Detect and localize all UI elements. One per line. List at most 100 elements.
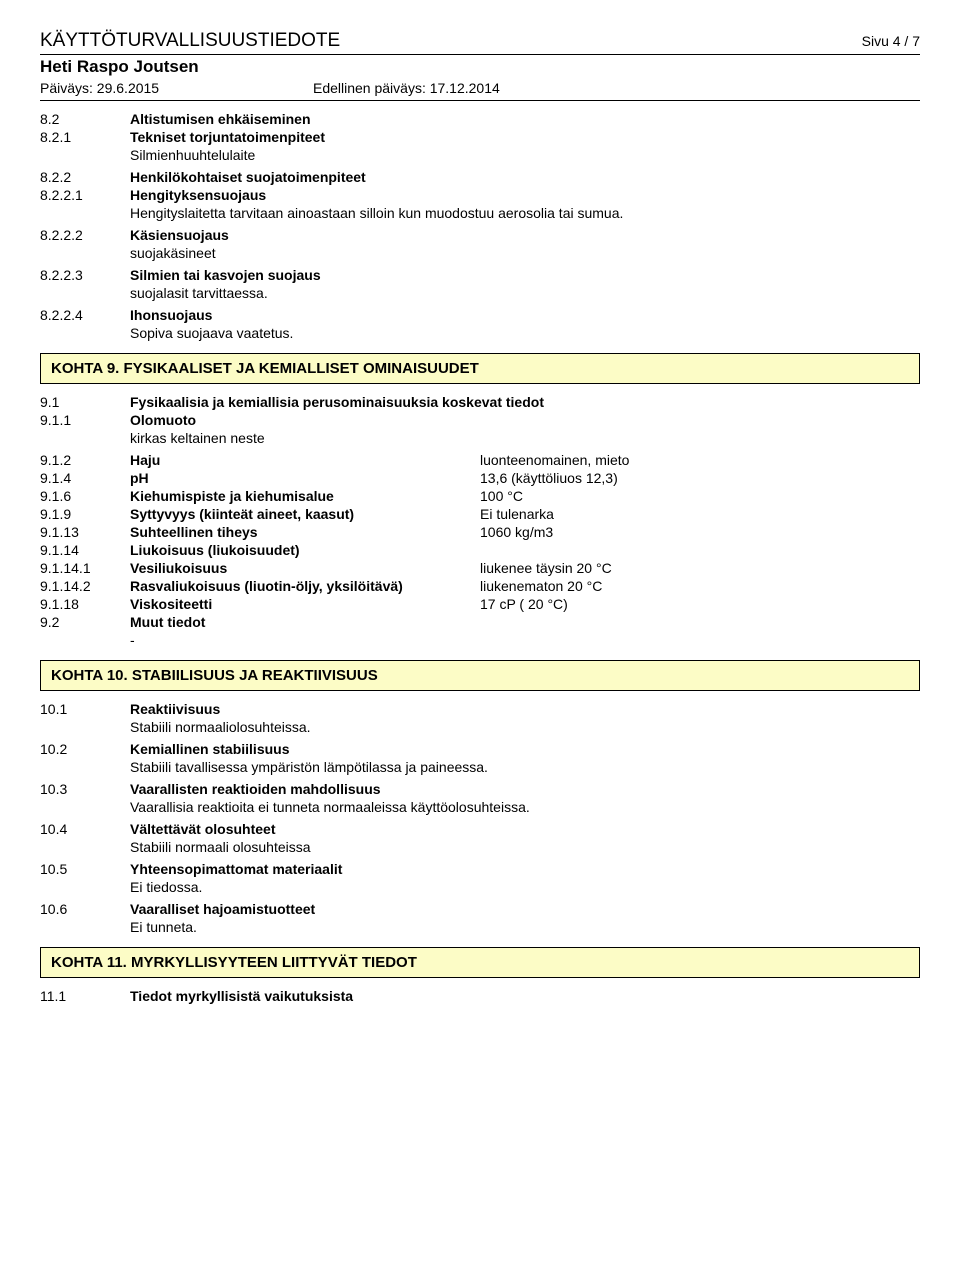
desc-10-5: Ei tiedossa.: [130, 879, 920, 895]
label-8-2-2-2: Käsiensuojaus: [130, 227, 920, 243]
label-8-2-2: Henkilökohtaiset suojatoimenpiteet: [130, 169, 920, 185]
value-9-1-4: 13,6 (käyttöliuos 12,3): [480, 470, 920, 486]
row-10-3: 10.3 Vaarallisten reaktioiden mahdollisu…: [40, 781, 920, 797]
value-9-1-13: 1060 kg/m3: [480, 524, 920, 540]
row-8-2-2-3: 8.2.2.3 Silmien tai kasvojen suojaus: [40, 267, 920, 283]
desc-8-2-2-1: Hengityslaitetta tarvitaan ainoastaan si…: [130, 205, 920, 221]
product-name: Heti Raspo Joutsen: [40, 57, 920, 77]
document-title: KÄYTTÖTURVALLISUUSTIEDOTE: [40, 30, 340, 52]
num-9-1-1: 9.1.1: [40, 412, 130, 428]
value-9-1-14: [480, 542, 920, 558]
label-9-1-14: Liukoisuus (liukoisuudet): [130, 542, 480, 558]
label-9-2: Muut tiedot: [130, 614, 920, 630]
desc-10-6: Ei tunneta.: [130, 919, 920, 935]
row-10-2: 10.2 Kemiallinen stabiilisuus: [40, 741, 920, 757]
desc-9-2: -: [130, 632, 920, 648]
value-9-1-6: 100 °C: [480, 488, 920, 504]
row-10-4: 10.4 Vältettävät olosuhteet: [40, 821, 920, 837]
row-9-1: 9.1 Fysikaalisia ja kemiallisia perusomi…: [40, 394, 920, 410]
label-11-1: Tiedot myrkyllisistä vaikutuksista: [130, 988, 920, 1004]
section-10-heading: KOHTA 10. STABIILISUUS JA REAKTIIVISUUS: [40, 660, 920, 691]
section-9-heading: KOHTA 9. FYSIKAALISET JA KEMIALLISET OMI…: [40, 353, 920, 384]
document-header: KÄYTTÖTURVALLISUUSTIEDOTE Sivu 4 / 7: [40, 30, 920, 54]
date-row: Päiväys: 29.6.2015 Edellinen päiväys: 17…: [40, 80, 920, 96]
desc-8-2-2-4: Sopiva suojaava vaatetus.: [130, 325, 920, 341]
page-number: Sivu 4 / 7: [862, 33, 920, 49]
num-10-5: 10.5: [40, 861, 130, 877]
num-9-1-18: 9.1.18: [40, 596, 130, 612]
label-8-2: Altistumisen ehkäiseminen: [130, 111, 920, 127]
num-10-3: 10.3: [40, 781, 130, 797]
label-8-2-2-3: Silmien tai kasvojen suojaus: [130, 267, 920, 283]
num-9-1-9: 9.1.9: [40, 506, 130, 522]
num-11-1: 11.1: [40, 988, 130, 1004]
desc-8-2-2-3: suojalasit tarvittaessa.: [130, 285, 920, 301]
label-9-1-6: Kiehumispiste ja kiehumisalue: [130, 488, 480, 504]
num-8-2-2-1: 8.2.2.1: [40, 187, 130, 203]
label-9-1-1: Olomuoto: [130, 412, 920, 428]
num-10-2: 10.2: [40, 741, 130, 757]
previous-date: Edellinen päiväys: 17.12.2014: [313, 80, 500, 96]
row-11-1: 11.1 Tiedot myrkyllisistä vaikutuksista: [40, 988, 920, 1004]
row-9-1-18: 9.1.18 Viskositeetti 17 cP ( 20 °C): [40, 596, 920, 612]
desc-10-3: Vaarallisia reaktioita ei tunneta normaa…: [130, 799, 920, 815]
num-8-2: 8.2: [40, 111, 130, 127]
num-9-1-14: 9.1.14: [40, 542, 130, 558]
issue-date: Päiväys: 29.6.2015: [40, 80, 159, 96]
row-10-5: 10.5 Yhteensopimattomat materiaalit: [40, 861, 920, 877]
num-10-4: 10.4: [40, 821, 130, 837]
row-8-2: 8.2 Altistumisen ehkäiseminen: [40, 111, 920, 127]
num-8-2-2-2: 8.2.2.2: [40, 227, 130, 243]
label-10-4: Vältettävät olosuhteet: [130, 821, 920, 837]
label-10-1: Reaktiivisuus: [130, 701, 920, 717]
label-10-5: Yhteensopimattomat materiaalit: [130, 861, 920, 877]
num-8-2-2-3: 8.2.2.3: [40, 267, 130, 283]
row-8-2-2-4: 8.2.2.4 Ihonsuojaus: [40, 307, 920, 323]
value-9-1-14-2: liukenematon 20 °C: [480, 578, 920, 594]
num-9-1-4: 9.1.4: [40, 470, 130, 486]
value-9-1-9: Ei tulenarka: [480, 506, 920, 522]
section-11-heading: KOHTA 11. MYRKYLLISYYTEEN LIITTYVÄT TIED…: [40, 947, 920, 978]
row-9-1-14: 9.1.14 Liukoisuus (liukoisuudet): [40, 542, 920, 558]
row-9-1-14-1: 9.1.14.1 Vesiliukoisuus liukenee täysin …: [40, 560, 920, 576]
label-9-1-2: Haju: [130, 452, 480, 468]
num-10-1: 10.1: [40, 701, 130, 717]
row-9-2: 9.2 Muut tiedot: [40, 614, 920, 630]
row-9-1-6: 9.1.6 Kiehumispiste ja kiehumisalue 100 …: [40, 488, 920, 504]
label-10-6: Vaaralliset hajoamistuotteet: [130, 901, 920, 917]
row-8-2-2-1: 8.2.2.1 Hengityksensuojaus: [40, 187, 920, 203]
row-9-1-13: 9.1.13 Suhteellinen tiheys 1060 kg/m3: [40, 524, 920, 540]
row-9-1-4: 9.1.4 pH 13,6 (käyttöliuos 12,3): [40, 470, 920, 486]
label-10-3: Vaarallisten reaktioiden mahdollisuus: [130, 781, 920, 797]
desc-9-1-1: kirkas keltainen neste: [130, 430, 920, 446]
label-9-1-14-1: Vesiliukoisuus: [130, 560, 480, 576]
label-9-1-4: pH: [130, 470, 480, 486]
num-10-6: 10.6: [40, 901, 130, 917]
num-9-1-2: 9.1.2: [40, 452, 130, 468]
label-8-2-2-4: Ihonsuojaus: [130, 307, 920, 323]
label-9-1-9: Syttyvyys (kiinteät aineet, kaasut): [130, 506, 480, 522]
num-9-1-14-2: 9.1.14.2: [40, 578, 130, 594]
value-9-1-18: 17 cP ( 20 °C): [480, 596, 920, 612]
label-10-2: Kemiallinen stabiilisuus: [130, 741, 920, 757]
row-8-2-2-2: 8.2.2.2 Käsiensuojaus: [40, 227, 920, 243]
row-8-2-1: 8.2.1 Tekniset torjuntatoimenpiteet: [40, 129, 920, 145]
num-8-2-1: 8.2.1: [40, 129, 130, 145]
desc-8-2-1: Silmienhuuhtelulaite: [130, 147, 920, 163]
label-9-1-18: Viskositeetti: [130, 596, 480, 612]
num-8-2-2: 8.2.2: [40, 169, 130, 185]
row-9-1-9: 9.1.9 Syttyvyys (kiinteät aineet, kaasut…: [40, 506, 920, 522]
num-9-1-14-1: 9.1.14.1: [40, 560, 130, 576]
label-9-1-13: Suhteellinen tiheys: [130, 524, 480, 540]
desc-10-1: Stabiili normaaliolosuhteissa.: [130, 719, 920, 735]
num-9-1-6: 9.1.6: [40, 488, 130, 504]
num-8-2-2-4: 8.2.2.4: [40, 307, 130, 323]
row-10-6: 10.6 Vaaralliset hajoamistuotteet: [40, 901, 920, 917]
row-9-1-2: 9.1.2 Haju luonteenomainen, mieto: [40, 452, 920, 468]
desc-8-2-2-2: suojakäsineet: [130, 245, 920, 261]
label-8-2-1: Tekniset torjuntatoimenpiteet: [130, 129, 920, 145]
num-9-1: 9.1: [40, 394, 130, 410]
row-9-1-1: 9.1.1 Olomuoto: [40, 412, 920, 428]
label-9-1: Fysikaalisia ja kemiallisia perusominais…: [130, 394, 920, 410]
label-9-1-14-2: Rasvaliukoisuus (liuotin-öljy, yksilöitä…: [130, 578, 480, 594]
